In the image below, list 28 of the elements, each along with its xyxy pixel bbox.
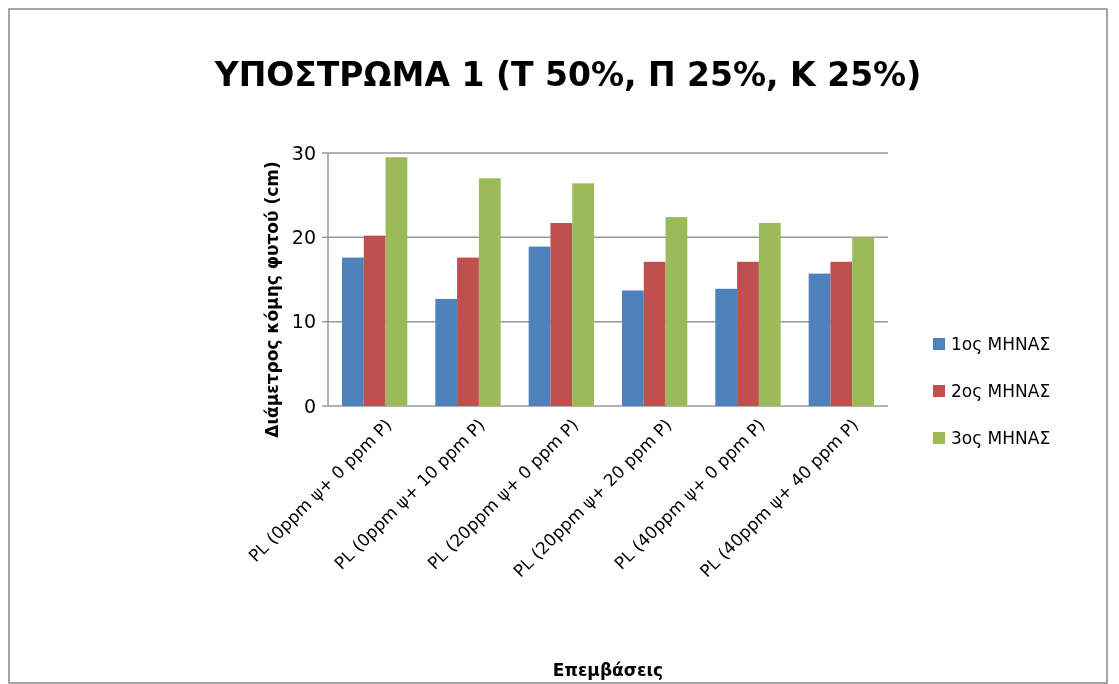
bar (457, 257, 479, 406)
legend-label: 2ος ΜΗΝΑΣ (951, 380, 1051, 401)
bar (342, 257, 364, 406)
bar (478, 178, 501, 406)
x-axis-title: Επεμβάσεις (552, 660, 664, 680)
bar (572, 183, 594, 406)
legend-label: 1ος ΜΗΝΑΣ (951, 333, 1051, 354)
y-axis-title: Διάμετρος κόμης φυτού (cm) (262, 161, 282, 438)
bar (385, 157, 408, 406)
bar (622, 290, 644, 406)
bar (808, 273, 831, 406)
bar (643, 261, 666, 406)
bar (435, 298, 458, 406)
bar (715, 288, 738, 406)
bar (852, 237, 874, 406)
y-tick-label: 10 (291, 310, 316, 333)
y-tick-label: 30 (291, 141, 316, 164)
bar (758, 223, 781, 406)
bar (665, 217, 688, 406)
y-tick-label: 0 (303, 394, 316, 417)
legend-label: 3ος ΜΗΝΑΣ (951, 427, 1051, 448)
bar (737, 261, 759, 406)
chart-title: ΥΠΟΣΤΡΩΜΑ 1 (Τ 50%, Π 25%, Κ 25%) (213, 55, 922, 94)
bar (830, 261, 853, 406)
bar (550, 223, 573, 406)
bar (363, 235, 386, 406)
bar (528, 246, 551, 406)
y-tick-label: 20 (291, 225, 316, 248)
